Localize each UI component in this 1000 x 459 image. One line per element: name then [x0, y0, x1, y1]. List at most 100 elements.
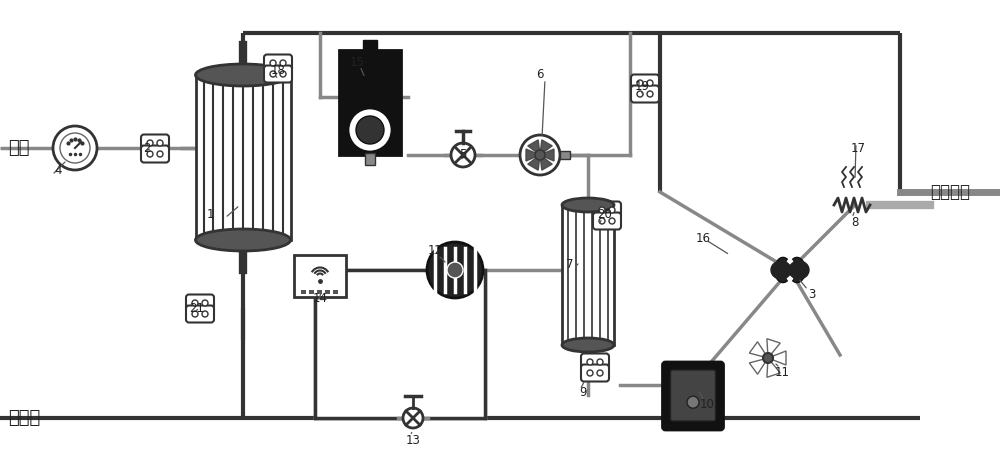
Circle shape	[447, 262, 463, 278]
Bar	[365, 153, 375, 165]
Circle shape	[687, 396, 699, 408]
Ellipse shape	[783, 264, 791, 276]
Text: 16: 16	[696, 231, 710, 245]
Text: 8: 8	[851, 215, 859, 229]
Ellipse shape	[789, 257, 805, 283]
FancyBboxPatch shape	[186, 306, 214, 323]
Polygon shape	[749, 342, 768, 358]
Ellipse shape	[775, 257, 791, 283]
Circle shape	[599, 207, 605, 213]
Text: 13: 13	[406, 433, 420, 447]
Ellipse shape	[771, 261, 791, 279]
Circle shape	[520, 135, 560, 175]
FancyBboxPatch shape	[294, 255, 346, 297]
Circle shape	[270, 71, 276, 77]
Text: 20: 20	[598, 208, 612, 222]
Ellipse shape	[776, 260, 804, 280]
Circle shape	[647, 80, 653, 86]
Text: 3: 3	[808, 289, 816, 302]
Circle shape	[147, 140, 153, 146]
Polygon shape	[528, 155, 540, 170]
Circle shape	[637, 80, 643, 86]
FancyBboxPatch shape	[670, 370, 716, 421]
Text: 热水输出: 热水输出	[930, 183, 970, 201]
FancyBboxPatch shape	[186, 295, 214, 312]
Bar	[301, 290, 306, 294]
Text: 19: 19	[635, 80, 650, 94]
Text: 11: 11	[774, 365, 790, 379]
Circle shape	[609, 218, 615, 224]
Polygon shape	[540, 155, 552, 170]
FancyBboxPatch shape	[581, 364, 609, 381]
Circle shape	[280, 60, 286, 66]
Polygon shape	[767, 339, 780, 358]
Ellipse shape	[196, 229, 290, 251]
Bar	[315, 270, 485, 418]
Text: 21: 21	[190, 302, 205, 314]
Circle shape	[599, 218, 605, 224]
Bar	[325, 290, 330, 294]
Text: 18: 18	[271, 63, 285, 77]
Bar	[560, 151, 570, 159]
Circle shape	[597, 370, 603, 376]
Bar	[309, 290, 314, 294]
Circle shape	[157, 151, 163, 157]
Circle shape	[192, 311, 198, 317]
Circle shape	[637, 91, 643, 97]
Circle shape	[280, 71, 286, 77]
Circle shape	[451, 143, 475, 167]
Text: 7: 7	[566, 258, 574, 272]
FancyBboxPatch shape	[141, 134, 169, 151]
Text: 1: 1	[206, 208, 214, 222]
Text: 15: 15	[350, 56, 364, 68]
Polygon shape	[540, 140, 552, 155]
Circle shape	[403, 408, 423, 428]
Text: 2: 2	[143, 141, 151, 155]
Text: 9: 9	[579, 386, 587, 399]
Ellipse shape	[562, 338, 614, 352]
Circle shape	[202, 300, 208, 306]
Circle shape	[587, 359, 593, 365]
Bar	[339, 50, 401, 155]
Text: 进水: 进水	[8, 139, 30, 157]
Bar	[562, 205, 614, 345]
Ellipse shape	[196, 64, 290, 86]
Circle shape	[763, 353, 773, 363]
Circle shape	[535, 150, 545, 160]
Circle shape	[202, 311, 208, 317]
FancyBboxPatch shape	[141, 146, 169, 162]
Polygon shape	[540, 149, 554, 161]
FancyBboxPatch shape	[593, 202, 621, 218]
Circle shape	[647, 91, 653, 97]
Circle shape	[60, 133, 90, 163]
Text: 排污口: 排污口	[8, 409, 40, 427]
Circle shape	[157, 140, 163, 146]
Text: 6: 6	[536, 68, 544, 82]
Bar	[363, 40, 377, 50]
Circle shape	[270, 60, 276, 66]
Circle shape	[53, 126, 97, 170]
Circle shape	[427, 242, 483, 298]
Polygon shape	[749, 358, 768, 374]
Polygon shape	[528, 140, 540, 155]
Ellipse shape	[789, 264, 797, 276]
Circle shape	[147, 151, 153, 157]
Circle shape	[192, 300, 198, 306]
Polygon shape	[526, 149, 540, 161]
FancyBboxPatch shape	[593, 213, 621, 230]
FancyBboxPatch shape	[631, 85, 659, 102]
Ellipse shape	[789, 261, 809, 279]
Circle shape	[597, 359, 603, 365]
Circle shape	[609, 207, 615, 213]
Text: 14: 14	[312, 291, 328, 304]
FancyBboxPatch shape	[581, 353, 609, 370]
FancyBboxPatch shape	[264, 55, 292, 72]
Polygon shape	[768, 351, 786, 365]
Text: 5: 5	[459, 149, 467, 162]
FancyBboxPatch shape	[662, 362, 724, 430]
Text: 4: 4	[54, 163, 62, 177]
Text: 17: 17	[850, 141, 866, 155]
Ellipse shape	[786, 259, 794, 281]
FancyBboxPatch shape	[264, 66, 292, 83]
Circle shape	[356, 116, 384, 144]
